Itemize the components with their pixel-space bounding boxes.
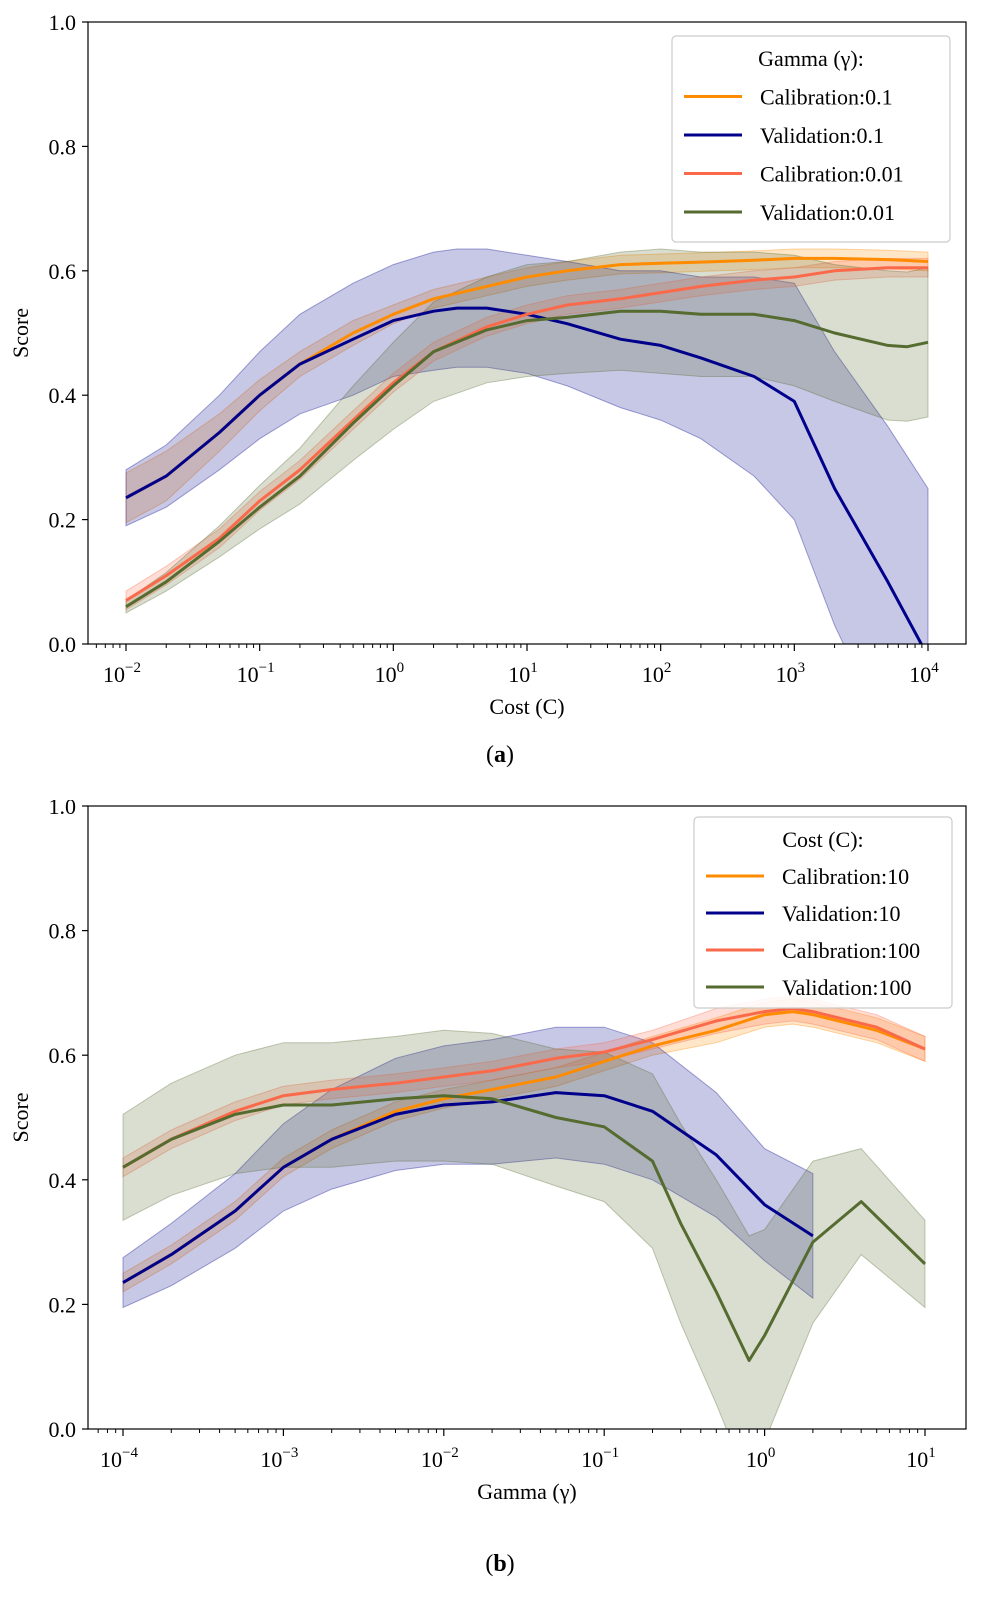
y-tick-label: 0.2 (49, 1292, 77, 1317)
y-tick-label: 0.8 (49, 134, 77, 159)
band-calibration-0-01 (125, 257, 929, 611)
y-tick-label: 1.0 (49, 10, 77, 35)
band-calibration-100 (122, 995, 926, 1178)
band-validation-100 (122, 1029, 926, 1429)
x-tick-label: 10−2 (421, 1445, 459, 1472)
legend-title: Cost (C): (782, 827, 863, 852)
y-tick-label: 0.0 (49, 632, 77, 657)
x-tick-label: 101 (906, 1445, 936, 1472)
legend-entry[interactable]: Validation:100 (782, 975, 912, 1000)
series-line-validation-0-01[interactable] (125, 309, 929, 608)
series-line-calibration-100[interactable] (122, 1007, 926, 1169)
y-tick-label: 0.6 (49, 1043, 77, 1068)
legend-title: Gamma (γ): (758, 46, 864, 71)
legend: Cost (C): Calibration:10 Validation:10 Cali… (693, 816, 953, 1009)
chart-panel-a: 0.0 0.2 0.4 0.6 0.8 1.0 10−2 10−1 100 101 102 103 10… (0, 0, 1000, 800)
band-calibration-0-1 (125, 248, 929, 524)
legend-entry[interactable]: Calibration:0.01 (760, 162, 904, 187)
x-tick-label: 10−1 (237, 660, 275, 687)
x-tick-label: 102 (642, 660, 672, 687)
series-line-validation-100[interactable] (122, 1094, 927, 1362)
axes-frame (87, 805, 967, 1430)
x-tick-label: 10−2 (103, 660, 141, 687)
chart-panel-b: 0.0 0.2 0.4 0.6 0.8 1.0 10−4 10−3 10−2 10−1 100 101… (0, 794, 1000, 1605)
legend-entry[interactable]: Calibration:10 (782, 864, 909, 889)
series-line-validation-0-1[interactable] (125, 306, 928, 656)
legend-box (693, 816, 953, 1009)
chart-a-svg: 0.0 0.2 0.4 0.6 0.8 1.0 10−2 10−1 100 101 102 103 10… (8, 10, 967, 719)
legend-box (671, 35, 951, 243)
y-tick-label: 0.4 (49, 1168, 77, 1193)
legend-entry[interactable]: Calibration:0.1 (760, 85, 893, 110)
y-tick-label: 0.0 (49, 1417, 77, 1442)
chart-b-svg: 0.0 0.2 0.4 0.6 0.8 1.0 10−4 10−3 10−2 10−1 100 101… (8, 794, 967, 1504)
series-line-calibration-0-01[interactable] (125, 266, 928, 602)
x-tick-label: 100 (746, 1445, 776, 1472)
x-axis-label: Cost (C) (489, 694, 564, 719)
series-line-validation-10[interactable] (122, 1091, 814, 1284)
plot-area (122, 995, 927, 1429)
plot-area (125, 248, 929, 656)
caption-a: (a) (486, 742, 514, 768)
x-axis-label: Gamma (γ) (477, 1479, 577, 1504)
band-calibration-10 (122, 998, 926, 1293)
legend: Gamma (γ): Calibration:0.1 Validation:0.1 C… (671, 35, 951, 243)
x-tick-label: 104 (909, 660, 939, 687)
legend-entry[interactable]: Validation:0.1 (760, 123, 884, 148)
x-tick-label: 103 (776, 660, 806, 687)
y-tick-label: 0.4 (49, 383, 77, 408)
band-validation-10 (122, 1026, 814, 1309)
x-tick-label: 100 (375, 660, 405, 687)
y-axis-label: Score (8, 1092, 33, 1142)
legend-entry[interactable]: Validation:0.01 (760, 200, 895, 225)
legend-entry[interactable]: Calibration:100 (782, 938, 920, 963)
y-tick-label: 0.8 (49, 919, 77, 944)
x-tick-label: 101 (508, 660, 538, 687)
x-tick-label: 10−3 (260, 1445, 298, 1472)
caption-b: (b) (485, 1551, 515, 1577)
legend-entry[interactable]: Validation:10 (782, 901, 901, 926)
y-tick-label: 0.2 (49, 508, 77, 533)
y-tick-label: 1.0 (49, 800, 77, 819)
x-tick-label: 10−1 (581, 1445, 619, 1472)
x-tick-label: 10−4 (100, 1445, 138, 1472)
y-tick-label: 0.6 (49, 259, 77, 284)
y-axis-label: Score (8, 308, 33, 358)
